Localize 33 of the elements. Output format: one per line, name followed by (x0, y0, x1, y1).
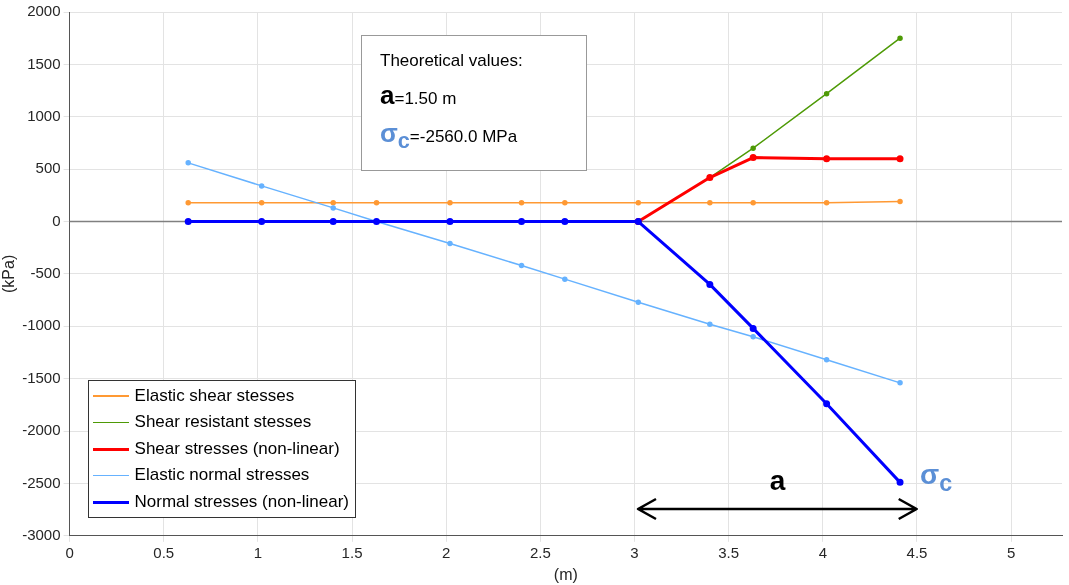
y-tick-label: -2500 (22, 473, 61, 491)
x-tick-label: 3 (630, 543, 639, 561)
y-tick-label: -1500 (22, 368, 61, 386)
y-tick-label: -500 (30, 264, 61, 282)
x-tick-label: 0.5 (153, 543, 175, 561)
y-tick-label: -2000 (22, 421, 61, 439)
annotation: Theoretical values: (380, 50, 524, 72)
x-tick-label: 5 (1006, 543, 1016, 561)
legend-label: Normal stresses (non-linear) (134, 490, 350, 513)
y-tick-label: -1000 (22, 316, 61, 334)
annotation: σ$_{c}$ (920, 459, 953, 498)
x-tick-label: 4.5 (906, 543, 928, 561)
legend-label: Shear resistant stesses (134, 411, 312, 434)
y-tick-label: -3000 (22, 525, 61, 543)
annotation: a=1.50 m (380, 80, 457, 110)
y-axis-title: (kPa) (0, 254, 18, 294)
x-tick-label: 2 (442, 543, 451, 561)
x-tick-label: 3.5 (718, 543, 740, 561)
legend-label: Elastic shear stesses (134, 384, 295, 407)
x-tick-label: 0 (65, 543, 74, 561)
x-tick-label: 2.5 (529, 543, 551, 561)
y-tick-label: 1500 (27, 54, 61, 72)
annotation: a (769, 464, 786, 497)
legend-label: Elastic normal stresses (134, 464, 310, 487)
y-tick-label: 0 (52, 211, 61, 229)
x-tick-label: 4 (818, 543, 828, 561)
x-tick-label: 1.5 (341, 543, 363, 561)
y-tick-label: 500 (35, 159, 61, 177)
x-tick-label: 1 (253, 543, 263, 561)
x-axis-title: (m) (553, 565, 578, 583)
y-tick-label: 1000 (27, 106, 61, 124)
y-tick-label: 2000 (27, 2, 61, 20)
legend-label: Shear stresses (non-linear) (134, 437, 340, 460)
